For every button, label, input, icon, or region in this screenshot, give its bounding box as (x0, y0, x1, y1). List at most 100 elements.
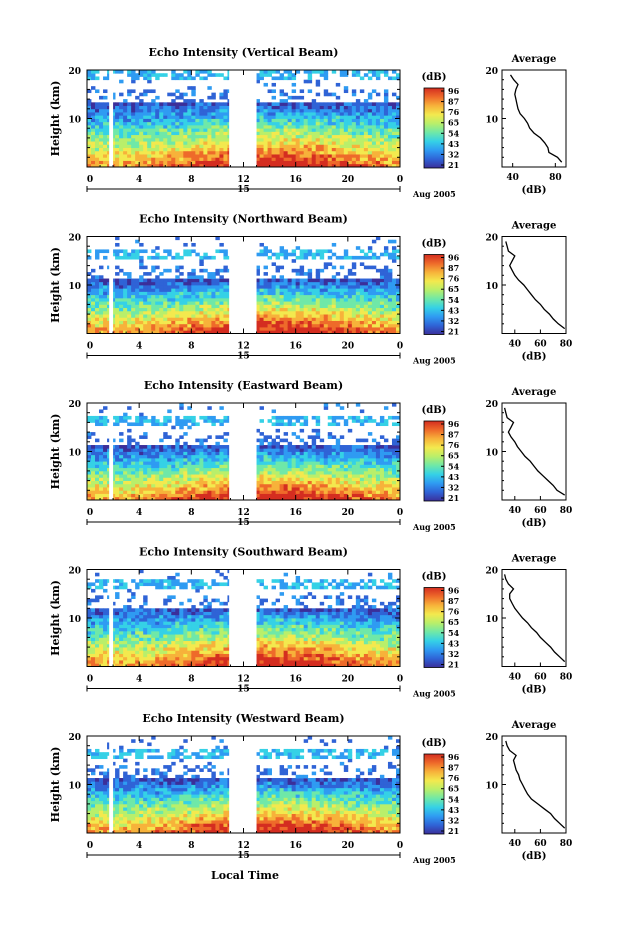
heatmap-cell (87, 108, 92, 113)
heatmap-cell (383, 246, 389, 250)
heatmap-cell (223, 493, 228, 498)
heatmap-cell (291, 294, 297, 299)
heatmap-cell (195, 301, 200, 305)
heatmap-cell (335, 445, 341, 449)
heatmap-cell (351, 320, 357, 325)
heatmap-cell (271, 147, 276, 152)
heatmap-cell (347, 297, 353, 302)
heatmap-cell (283, 451, 289, 456)
heatmap-cell (143, 124, 148, 129)
heatmap-cell (183, 128, 188, 132)
y-tick-label: 10 (68, 282, 81, 292)
heatmap-cell (163, 154, 168, 158)
heatmap-cell (267, 320, 272, 325)
heatmap-cell (119, 304, 124, 309)
heatmap-cell (259, 76, 264, 81)
heatmap-cell (199, 141, 204, 145)
heatmap-cell (195, 157, 200, 161)
heatmap-cell (179, 403, 184, 407)
heatmap-cell (115, 480, 120, 485)
heatmap-cell (139, 320, 144, 325)
heatmap-cell (115, 464, 120, 469)
heatmap-cell (279, 294, 285, 299)
heatmap-cell (375, 124, 381, 129)
heatmap-cell (271, 415, 276, 420)
heatmap-cell (255, 314, 260, 318)
heatmap-cell (159, 451, 164, 456)
heatmap-cell (127, 89, 132, 94)
heatmap-cell (151, 496, 156, 500)
heatmap-cell (187, 496, 192, 500)
heatmap-cell (155, 487, 160, 491)
heatmap-cell (119, 128, 124, 132)
heatmap-cell (139, 327, 144, 331)
heatmap-cell (315, 141, 321, 145)
colorbar-tick-label: 76 (448, 274, 460, 284)
heatmap-cell (363, 288, 369, 292)
heatmap-cell (95, 278, 100, 283)
heatmap-cell (311, 301, 317, 305)
heatmap-cell (351, 154, 357, 158)
x-tick-label: 0 (87, 342, 93, 352)
heatmap-cell (295, 121, 301, 126)
heatmap-cell (159, 490, 164, 494)
heatmap-cell (135, 327, 140, 331)
heatmap-cell (259, 252, 264, 257)
heatmap-cell (367, 128, 373, 132)
heatmap-cell (395, 118, 400, 123)
heatmap-cell (283, 92, 289, 97)
heatmap-cell (155, 291, 160, 296)
heatmap-cell (327, 144, 333, 148)
heatmap-cell (275, 330, 281, 334)
heatmap-cell (91, 294, 96, 299)
heatmap-cell (147, 480, 152, 485)
heatmap-cell (311, 99, 317, 103)
heatmap-cell (183, 304, 188, 309)
heatmap-cell (367, 154, 373, 158)
heatmap-cell (359, 118, 365, 123)
heatmap-cell (211, 144, 216, 148)
heatmap-cell (103, 467, 108, 472)
heatmap-cell (211, 448, 216, 452)
heatmap-cell (211, 154, 216, 158)
heatmap-cell (219, 268, 224, 273)
heatmap-cell (219, 297, 224, 302)
month-label: Aug 2005 (412, 189, 456, 199)
heatmap-cell (151, 147, 156, 152)
heatmap-cell (143, 294, 148, 299)
heatmap-cell (119, 470, 124, 475)
heatmap-cell (319, 483, 325, 488)
heatmap-cell (115, 163, 120, 167)
heatmap-cell (263, 144, 268, 148)
heatmap-cell (335, 493, 341, 498)
heatmap-cell (259, 406, 264, 410)
heatmap-cell (175, 147, 180, 152)
heatmap-cell (119, 281, 124, 286)
heatmap-cell (311, 278, 317, 283)
heatmap-cell (127, 474, 132, 478)
heatmap-cell (315, 115, 321, 119)
heatmap-cell (155, 294, 160, 299)
heatmap-cell (131, 163, 136, 167)
heatmap-cell (215, 157, 220, 161)
heatmap-cell (223, 291, 228, 296)
heatmap-cell (303, 480, 309, 485)
heatmap-cell (143, 73, 148, 77)
heatmap-cell (295, 131, 301, 136)
heatmap-cell (275, 112, 281, 116)
heatmap-cell (119, 432, 124, 436)
heatmap-cell (391, 285, 397, 289)
date-label: 15 (237, 185, 250, 195)
heatmap-cell (315, 157, 321, 161)
heatmap-cell (171, 99, 176, 103)
heatmap-cell (151, 99, 156, 103)
heatmap-cell (211, 451, 216, 456)
heatmap-cell (111, 108, 116, 113)
average-frame (501, 236, 567, 334)
heatmap-cell (375, 102, 381, 106)
heatmap-cell (147, 448, 152, 452)
heatmap-cell (259, 307, 264, 312)
panel-1: Echo Intensity (Northward Beam)2010Heigh… (49, 213, 572, 366)
heatmap-cell (307, 252, 313, 257)
heatmap-cell (331, 275, 337, 279)
